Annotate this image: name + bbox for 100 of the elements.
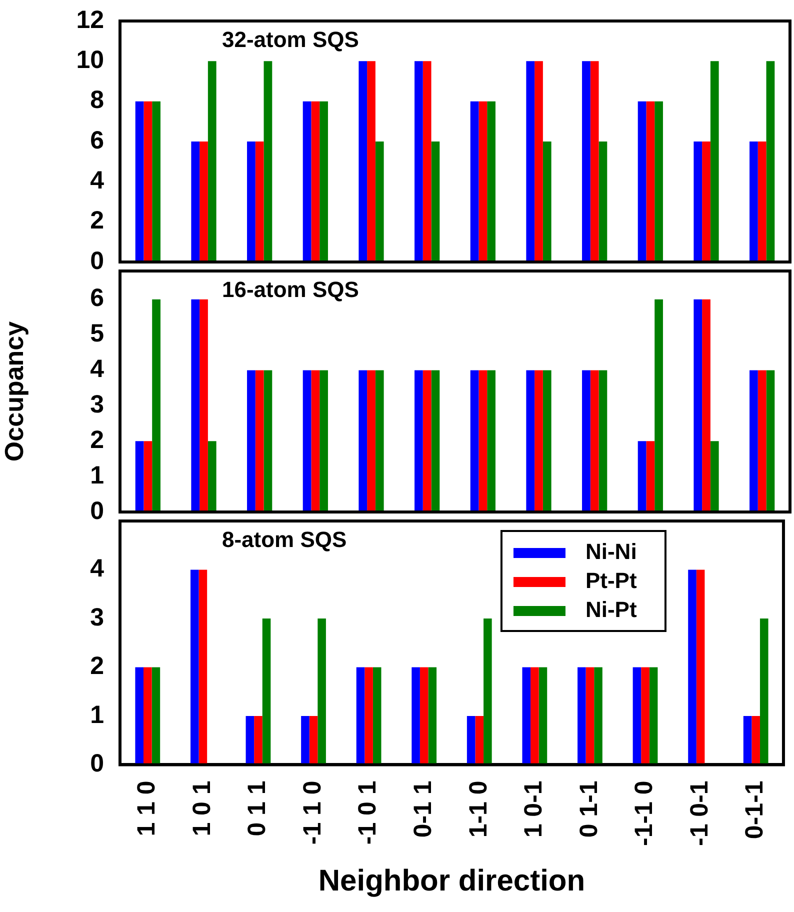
bar (311, 370, 320, 512)
bar (586, 667, 594, 765)
bar (431, 370, 440, 512)
x-tick-label: 1 0 1 (188, 780, 216, 836)
x-tick-label: 0 1-1 (574, 780, 603, 838)
bar (590, 370, 599, 512)
bar (470, 101, 479, 262)
bar (422, 370, 432, 512)
bar (646, 101, 655, 262)
y-tick-label: 0 (90, 750, 104, 778)
y-tick-label: 10 (76, 46, 104, 74)
y-tick-label: 3 (90, 603, 104, 632)
bar (200, 299, 208, 512)
bar (255, 370, 264, 512)
bar (191, 142, 200, 262)
bar (654, 299, 663, 512)
bar (694, 142, 702, 262)
bar (530, 667, 539, 765)
bar (710, 61, 719, 262)
bar (582, 370, 590, 512)
bar (198, 570, 208, 765)
bar (638, 441, 646, 512)
x-tick-label: 0-1-1 (740, 780, 769, 840)
y-tick-label: 6 (90, 126, 104, 154)
bar (309, 716, 318, 765)
bar (302, 101, 312, 262)
bar (702, 142, 710, 262)
bar (311, 101, 320, 262)
bar (534, 370, 543, 512)
bar (758, 142, 766, 262)
y-tick-label: 6 (90, 284, 104, 312)
bar (144, 101, 152, 262)
bar (743, 716, 752, 765)
bar (144, 441, 152, 512)
bar (526, 370, 535, 512)
bar (135, 101, 144, 262)
bar (654, 101, 663, 262)
bar (200, 142, 208, 262)
bar (255, 142, 264, 262)
bar (487, 370, 496, 512)
legend-label: Ni-Ni (585, 539, 637, 564)
y-tick-label: 4 (90, 166, 104, 195)
bar (688, 570, 696, 765)
bar (191, 299, 200, 512)
bar (478, 370, 488, 512)
bar (431, 142, 440, 262)
bar (414, 61, 423, 262)
bar (641, 667, 650, 765)
bar (152, 101, 160, 262)
bar (264, 61, 272, 262)
bar (247, 370, 256, 512)
bar (542, 142, 552, 262)
bar (646, 441, 655, 512)
bar (428, 667, 437, 765)
bar (752, 716, 760, 765)
bar (484, 618, 492, 765)
bar (594, 667, 602, 765)
x-tick-label: 1 1 0 (132, 780, 161, 836)
bar (758, 370, 766, 512)
bar (590, 61, 599, 262)
bar (534, 61, 543, 262)
bar (475, 716, 484, 765)
legend-label: Pt-Pt (585, 568, 638, 594)
bar (538, 667, 548, 765)
bar (262, 618, 271, 765)
bar (372, 667, 382, 765)
y-tick-label: 2 (90, 652, 104, 680)
y-tick-label: 5 (90, 320, 104, 348)
y-tick-label: 1 (90, 461, 104, 490)
bar (422, 61, 432, 262)
bar (632, 667, 642, 765)
bar (375, 370, 384, 512)
x-tick-label: -1 1 0 (298, 780, 326, 845)
y-tick-label: 4 (90, 554, 104, 583)
bar (522, 667, 531, 765)
x-tick-label: 0-1 1 (408, 780, 437, 838)
bar (750, 142, 758, 262)
chart-title: 8-atom SQS (222, 527, 347, 552)
x-axis-title: Neighbor direction (318, 864, 586, 898)
legend-label: Ni-Pt (585, 597, 638, 622)
bar (470, 370, 479, 512)
bar (364, 667, 373, 765)
bar (478, 101, 488, 262)
bar (301, 716, 310, 765)
x-tick-label: 1 0-1 (520, 780, 548, 838)
chart-title: 32-atom SQS (222, 27, 359, 52)
bar (710, 441, 719, 512)
bar (649, 667, 658, 765)
bar (247, 142, 256, 262)
bar (702, 299, 710, 512)
x-tick-label: 1-1 0 (464, 780, 492, 838)
bar (135, 441, 144, 512)
bar (696, 570, 705, 765)
bar (320, 101, 328, 262)
bar (598, 370, 608, 512)
y-tick-label: 8 (90, 86, 104, 114)
bar (598, 142, 608, 262)
bar (578, 667, 586, 765)
bar (264, 370, 272, 512)
y-tick-label: 0 (90, 496, 104, 525)
